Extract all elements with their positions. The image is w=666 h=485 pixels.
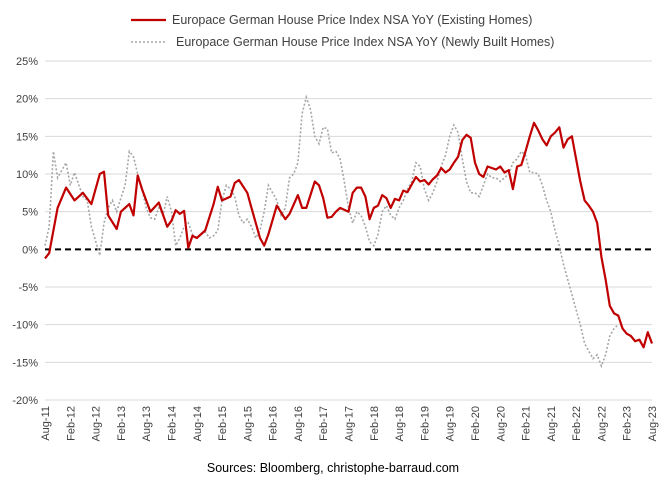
y-tick-label: 5% <box>22 207 38 219</box>
x-tick-label: Feb-19 <box>419 406 431 441</box>
x-tick-label: Aug-18 <box>394 406 406 441</box>
x-tick-label: Feb-23 <box>622 406 634 441</box>
x-tick-label: Feb-18 <box>369 406 381 441</box>
series-line-existing-homes <box>44 121 654 349</box>
legend: Europace German House Price Index NSA Yo… <box>131 13 554 49</box>
x-axis-tick-labels: Aug-11 Feb-12 Aug-12 Feb-13 Aug-13 Feb-14 Aug-… <box>40 406 659 441</box>
x-tick-label: Aug-15 <box>242 406 254 441</box>
x-tick-label: Feb-21 <box>521 406 533 441</box>
x-tick-label: Aug-23 <box>647 406 659 441</box>
y-axis-tick-labels: 25% 20% 15% 10% 5% 0% -5% -10% -15% -20% <box>12 56 38 407</box>
y-tick-label: 20% <box>16 94 38 106</box>
gridlines <box>45 60 652 401</box>
x-tick-label: Aug-11 <box>40 406 52 441</box>
x-tick-label: Aug-16 <box>293 406 305 441</box>
x-tick-label: Aug-17 <box>344 406 356 441</box>
x-tick-label: Aug-21 <box>546 406 558 441</box>
x-tick-label: Feb-17 <box>318 406 330 441</box>
series-line-newly-built-homes <box>44 94 619 369</box>
x-tick-label: Aug-13 <box>141 406 153 441</box>
x-tick-label: Aug-12 <box>91 406 103 441</box>
y-tick-label: 0% <box>22 244 38 256</box>
x-tick-label: Feb-14 <box>166 406 178 441</box>
y-tick-label: -10% <box>12 320 38 332</box>
y-tick-label: 25% <box>16 56 38 68</box>
legend-label-newly-built-homes: Europace German House Price Index NSA Yo… <box>176 35 554 49</box>
y-tick-label: -5% <box>18 282 38 294</box>
x-tick-label: Feb-20 <box>470 406 482 441</box>
y-tick-label: -15% <box>12 357 38 369</box>
x-tick-label: Feb-16 <box>268 406 280 441</box>
x-tick-label: Aug-22 <box>596 406 608 441</box>
x-tick-label: Feb-12 <box>65 406 77 441</box>
legend-label-existing-homes: Europace German House Price Index NSA Yo… <box>172 13 532 27</box>
y-tick-label: 15% <box>16 131 38 143</box>
y-tick-label: -20% <box>12 395 38 407</box>
x-tick-label: Aug-19 <box>445 406 457 441</box>
x-tick-label: Feb-15 <box>217 406 229 441</box>
x-tick-label: Feb-13 <box>116 406 128 441</box>
x-tick-label: Aug-20 <box>495 406 507 441</box>
y-tick-label: 10% <box>16 169 38 181</box>
x-tick-label: Aug-14 <box>192 406 204 441</box>
x-tick-label: Feb-22 <box>571 406 583 441</box>
source-note: Sources: Bloomberg, christophe-barraud.c… <box>207 461 459 475</box>
